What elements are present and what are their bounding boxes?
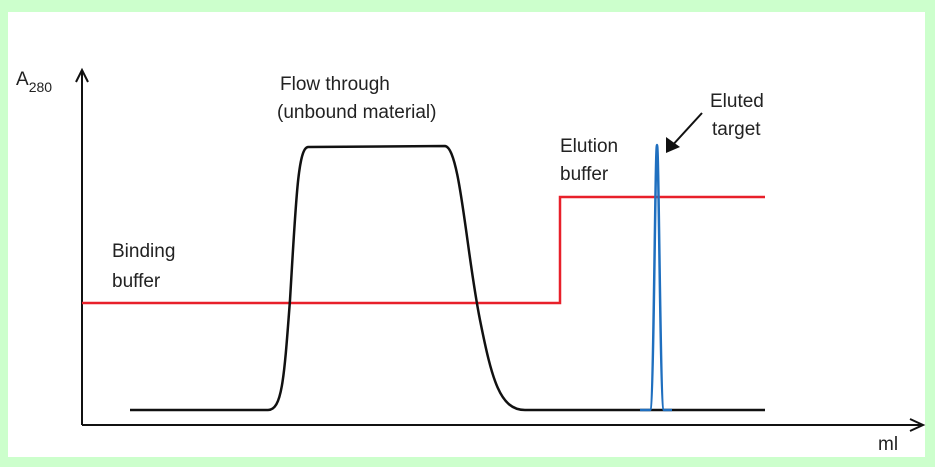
label: buffer bbox=[112, 271, 161, 292]
x-axis-label: ml bbox=[878, 434, 898, 455]
y-axis-label: A280 bbox=[16, 69, 52, 95]
pointer-arrow bbox=[669, 112, 703, 149]
flow-through-curve bbox=[130, 144, 765, 412]
label: target bbox=[712, 119, 761, 140]
label: (unbound material) bbox=[277, 102, 436, 123]
label: Elution bbox=[560, 136, 618, 157]
label: Flow through bbox=[280, 74, 390, 95]
label: Binding bbox=[112, 241, 175, 262]
y-arrow bbox=[75, 67, 89, 83]
buffer-line bbox=[82, 195, 765, 305]
x-arrow bbox=[909, 418, 926, 432]
elution-peak bbox=[640, 143, 672, 412]
label: buffer bbox=[560, 164, 609, 185]
pointer-arrow-head bbox=[666, 137, 680, 153]
label: Eluted bbox=[710, 91, 764, 112]
